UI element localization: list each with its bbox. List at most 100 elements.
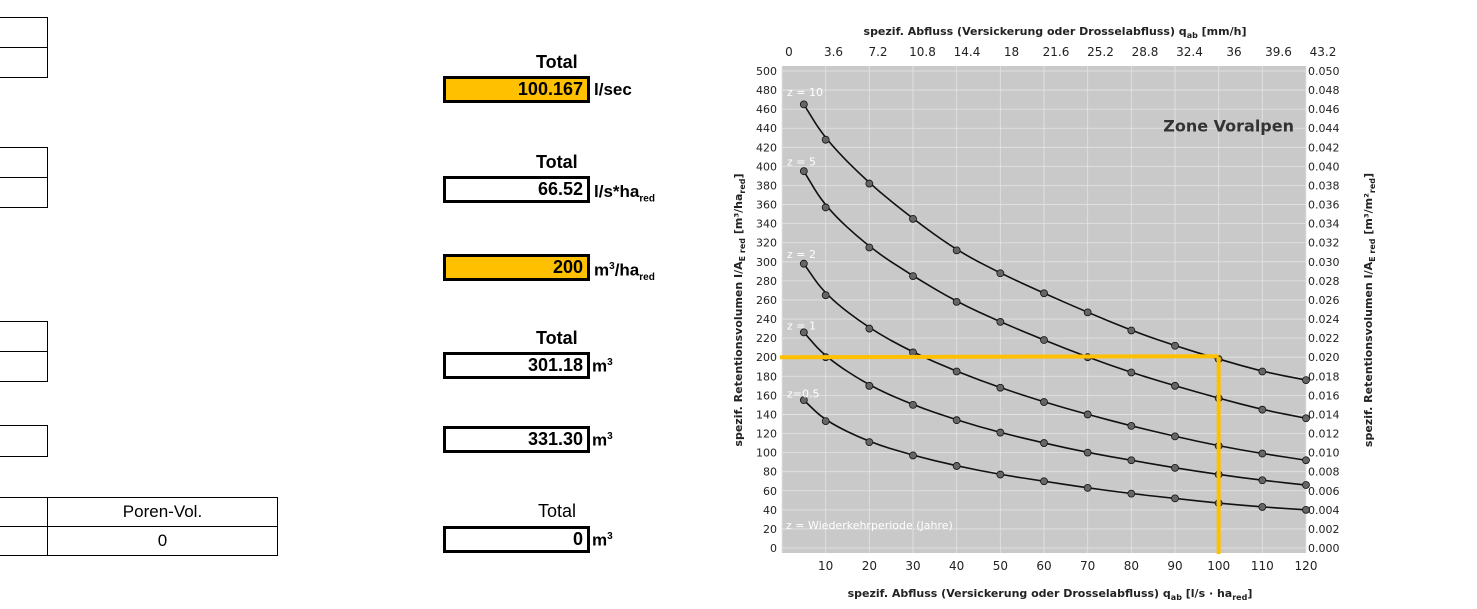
x-top-tick-label: 10.8 — [909, 45, 936, 59]
x-tick-label: 70 — [1080, 559, 1095, 573]
y-right-tick-label: 0.000 — [1308, 542, 1340, 555]
x-top-tick-label: 21.6 — [1043, 45, 1070, 59]
x-tick-label: 50 — [993, 559, 1008, 573]
x-top-tick-label: 28.8 — [1132, 45, 1159, 59]
series-label: z = 5 — [787, 156, 816, 169]
input-cell[interactable] — [0, 351, 48, 382]
pore-volume-value[interactable]: 0 — [443, 526, 590, 553]
highlight-horizontal-line — [779, 354, 1219, 360]
data-point — [1040, 336, 1048, 344]
x-tick-label: 80 — [1124, 559, 1139, 573]
y-right-tick-label: 0.020 — [1308, 351, 1340, 364]
total-label: Total — [536, 152, 578, 172]
chart-title: Zone Voralpen — [1163, 116, 1294, 135]
specific-flow-value[interactable]: 66.52 — [443, 176, 590, 203]
y-right-tick-label: 0.042 — [1308, 141, 1340, 154]
series-line — [803, 263, 1307, 462]
data-point — [1258, 449, 1267, 458]
y-tick-label: 60 — [763, 485, 777, 498]
data-point — [952, 367, 961, 376]
y-tick-label: 460 — [756, 103, 777, 116]
data-point — [1127, 368, 1136, 377]
data-point — [821, 203, 830, 212]
input-cell[interactable] — [0, 47, 48, 78]
input-cell[interactable] — [0, 177, 48, 208]
poren-vol-value[interactable]: 0 — [47, 526, 278, 556]
y-right-tick-label: 0.030 — [1308, 256, 1340, 269]
input-cell[interactable] — [0, 497, 48, 527]
data-point — [1171, 432, 1179, 441]
volume-value[interactable]: 301.18 — [443, 352, 590, 379]
y-tick-label: 140 — [756, 408, 777, 421]
data-point — [821, 135, 830, 144]
data-point — [865, 381, 874, 390]
x-tick-label: 60 — [1036, 559, 1051, 573]
data-point — [821, 291, 830, 300]
data-point — [799, 328, 808, 337]
x-top-tick-label: 39.6 — [1265, 45, 1292, 59]
data-point — [865, 179, 874, 188]
x-top-tick-label: 7.2 — [868, 45, 887, 59]
x-top-tick-label: 3.6 — [824, 45, 843, 59]
data-point — [1258, 503, 1267, 511]
input-cell[interactable] — [0, 321, 48, 352]
data-point — [909, 214, 917, 223]
x-top-axis-label: spezif. Abfluss (Versickerung oder Dross… — [864, 25, 1247, 40]
data-point — [1083, 410, 1092, 419]
data-point — [821, 417, 830, 426]
y-right-tick-label: 0.022 — [1308, 332, 1340, 345]
x-top-tick-label: 18 — [1004, 45, 1019, 59]
y-tick-label: 440 — [756, 122, 777, 135]
specific-flow-unit: l/s*hared — [594, 182, 655, 205]
data-point — [1171, 494, 1179, 503]
total-label: Total — [538, 501, 577, 521]
data-point — [799, 396, 808, 405]
x-tick-label: 120 — [1295, 559, 1318, 573]
y-right-tick-label: 0.012 — [1308, 428, 1340, 441]
y-tick-label: 40 — [763, 504, 777, 517]
x-top-tick-label: 25.2 — [1087, 45, 1114, 59]
data-point — [952, 297, 961, 306]
volume-unit: m3 — [592, 356, 613, 376]
data-point — [1127, 489, 1136, 498]
y-right-tick-label: 0.038 — [1308, 179, 1340, 192]
series-label: z=0.5 — [787, 387, 819, 400]
y-tick-label: 380 — [756, 179, 777, 192]
input-cell[interactable] — [0, 147, 48, 178]
x-top-tick-label: 36 — [1226, 45, 1241, 59]
y-right-tick-label: 0.018 — [1308, 370, 1340, 383]
x-tick-label: 110 — [1251, 559, 1274, 573]
x-tick-label: 90 — [1167, 559, 1182, 573]
data-point — [1171, 463, 1179, 472]
y-right-tick-label: 0.008 — [1308, 466, 1340, 479]
x-tick-label: 30 — [905, 559, 920, 573]
input-cell[interactable] — [0, 425, 48, 457]
retention-spec-value[interactable]: 200 — [443, 254, 590, 281]
data-point — [1302, 481, 1310, 489]
retention-chart: 0 20 40 60 80 100 120 140 160 180 200 220 240 260 280 3… — [720, 0, 1477, 604]
y-tick-label: 420 — [756, 141, 777, 154]
volume-adjusted-value[interactable]: 331.30 — [443, 426, 590, 453]
total-label: Total — [536, 52, 578, 72]
series-label: z = 1 — [787, 320, 816, 333]
y-right-tick-label: 0.032 — [1308, 237, 1340, 250]
y-tick-label: 80 — [763, 466, 777, 479]
input-cell[interactable] — [0, 17, 48, 48]
data-point — [909, 348, 917, 357]
data-point — [1258, 405, 1267, 414]
series-line — [803, 103, 1307, 381]
data-point — [1258, 476, 1267, 485]
data-point — [1127, 326, 1136, 335]
data-point — [1127, 456, 1136, 465]
y-tick-label: 240 — [756, 313, 777, 326]
y-right-axis-label: spezif. Retentionsvolumen I/AE red [m³/m… — [1362, 173, 1377, 447]
series-line — [803, 331, 1307, 486]
flow-value[interactable]: 100.167 — [443, 76, 590, 103]
poren-vol-header: Poren-Vol. — [47, 497, 278, 527]
data-point — [1302, 414, 1310, 423]
x-tick-label: 100 — [1207, 559, 1230, 573]
flow-unit: l/sec — [594, 80, 632, 99]
input-cell[interactable] — [0, 526, 48, 556]
legend-note: z = Wiederkehrperiode (Jahre) — [786, 519, 953, 532]
data-point — [865, 438, 874, 447]
